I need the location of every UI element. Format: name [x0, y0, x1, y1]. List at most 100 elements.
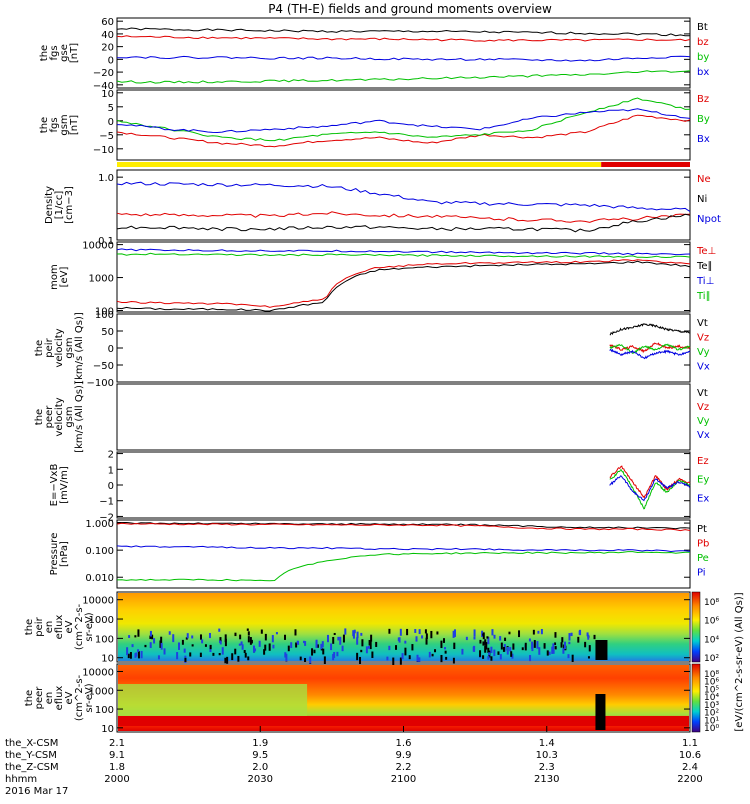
y-axis-label: velocity [54, 397, 65, 436]
spectrogram-speckle [568, 633, 571, 641]
colorbar-tick: 10² [704, 654, 719, 664]
spectrogram-speckle [268, 643, 271, 651]
series-line-Pb [116, 522, 691, 532]
spectrogram-speckle [153, 638, 156, 644]
spectrogram-speckle [563, 641, 566, 650]
x-tick-label: 2200 [677, 774, 702, 785]
y-tick-label: 1.0 [98, 173, 114, 184]
spectrogram-speckle [294, 629, 297, 636]
spectrogram-speckle [178, 642, 181, 650]
spectrogram-speckle [510, 651, 513, 657]
spectrogram-speckle [504, 637, 507, 641]
spectrogram-speckle [247, 631, 250, 636]
status-bar-red [601, 162, 690, 167]
y-axis-label: the [39, 45, 50, 61]
spectrogram-speckle [243, 649, 246, 653]
spectrogram-speckle [181, 639, 184, 645]
spectrogram-speckle [309, 656, 312, 664]
spectrogram-speckle [365, 646, 368, 654]
y-tick-label: 2 [108, 450, 114, 461]
spectrogram-speckle [290, 642, 293, 649]
spectrogram-speckle [159, 640, 162, 648]
x-tick-label: 2.4 [682, 762, 698, 773]
y-tick-label: 1.000 [85, 519, 114, 530]
y-axis-label: sr-eV) [84, 612, 95, 641]
series-line-Bz [116, 114, 691, 148]
spectrogram-speckle [521, 647, 524, 651]
spectrogram-fill [118, 593, 689, 661]
x-row-label: hhmm [5, 774, 37, 785]
y-axis-label: the [24, 690, 35, 706]
y-axis-label: [1/cc] [54, 191, 65, 220]
legend-entry: Vx [697, 362, 710, 373]
spectrogram-speckle [313, 649, 316, 654]
y-axis-label: gsm [59, 114, 70, 135]
spectrogram-speckle [491, 629, 494, 636]
legend-entry: Ti⊥ [696, 276, 714, 287]
panel-frame [116, 383, 691, 451]
spectrogram-speckle [482, 641, 485, 646]
spectrogram-speckle [531, 643, 534, 652]
spectrogram-speckle [386, 656, 389, 661]
spectrogram-speckle [226, 656, 229, 664]
spectrogram-speckle [532, 629, 535, 635]
spectrogram-speckle [554, 632, 557, 638]
spectrogram-speckle [529, 655, 532, 662]
x-tick-label: 2000 [104, 774, 129, 785]
legend-entry: Bz [697, 94, 709, 105]
panel-frame [116, 89, 691, 161]
spectrogram-speckle [342, 634, 345, 643]
spectrogram-speckle [367, 645, 370, 649]
y-tick-label: 20 [101, 43, 114, 54]
spectrogram-speckle [126, 647, 129, 656]
y-axis-label: (cm^2-s- [74, 603, 85, 650]
spectrogram-speckle [512, 643, 515, 650]
spectrogram-speckle [430, 630, 433, 639]
series-line-Bt [116, 27, 691, 37]
spectrogram-speckle [129, 652, 132, 659]
spectrogram-speckle [487, 647, 490, 653]
y-tick-label: 10000 [82, 667, 114, 678]
legend-entry: Te⊥ [696, 246, 716, 257]
spectrogram-speckle [404, 647, 407, 656]
y-tick-label: 100 [95, 310, 114, 321]
spectrogram-speckle [304, 657, 307, 663]
spectrogram-speckle [434, 649, 437, 653]
y-axis-label: peir [34, 616, 45, 636]
y-tick-label: −100 [87, 378, 114, 389]
spectrogram-speckle [493, 649, 496, 657]
y-axis-label: en [44, 692, 55, 705]
y-axis-label: the [24, 619, 35, 635]
spectrogram-speckle [497, 651, 500, 655]
legend-entry: by [697, 52, 709, 63]
panel-frame [116, 451, 691, 519]
legend-entry: Te∥ [696, 261, 713, 272]
spectrogram-speckle [551, 646, 554, 654]
series-line-Ey [609, 469, 691, 510]
colorbar-tick: 10⁶ [704, 678, 719, 688]
spectrogram-speckle [368, 640, 371, 646]
spectrogram-speckle [399, 657, 402, 665]
legend-entry: Ez [697, 456, 709, 467]
spectrogram-speckle [537, 630, 540, 634]
panel-frame [116, 313, 691, 383]
spectrogram-speckle [421, 635, 424, 639]
spectrogram-speckle [221, 647, 224, 655]
spectrogram-speckle [241, 644, 244, 650]
status-bar-yellow [117, 162, 602, 167]
colorbar-tick: 10⁰ [704, 724, 719, 734]
spectrogram-speckle [567, 654, 570, 659]
spectrogram-speckle [208, 632, 211, 639]
colorbar-tick: 10⁸ [704, 670, 719, 680]
y-axis-label: peer [34, 686, 45, 710]
spectrogram-speckle [482, 632, 485, 640]
x-tick-label: 1.6 [396, 738, 412, 749]
y-axis-label: fgs [49, 117, 60, 132]
colorbar-tick: 10⁸ [704, 598, 719, 608]
y-tick-label: 1000 [89, 615, 114, 626]
colorbar [691, 663, 701, 733]
spectrogram-speckle [238, 643, 241, 646]
y-tick-label: 10000 [82, 241, 114, 252]
spectrogram-speckle [247, 636, 250, 643]
spectrogram-speckle [399, 628, 402, 636]
